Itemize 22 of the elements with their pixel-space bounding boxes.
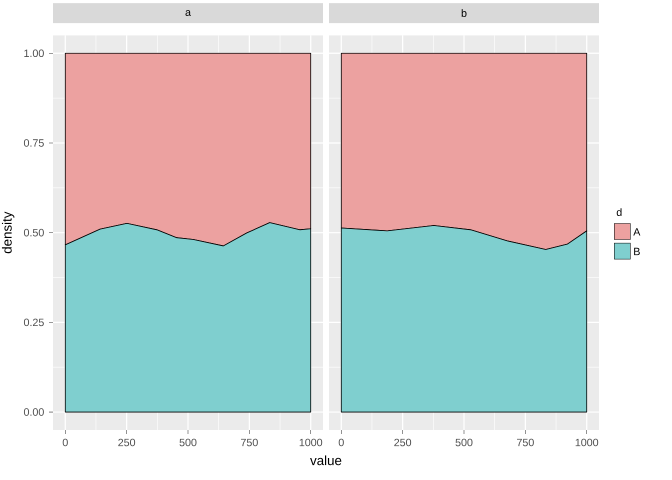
x-tick-label: 500	[456, 438, 472, 446]
legend-label: B	[634, 248, 640, 256]
y-tick-label: 0.25	[24, 318, 44, 326]
y-tick-label: 1.00	[24, 50, 44, 58]
x-tick-label: 500	[180, 438, 196, 446]
x-tick-label: 250	[394, 438, 412, 446]
legend-label: A	[633, 228, 640, 236]
x-tick-label: 0	[338, 438, 344, 446]
chart-title: b	[462, 9, 467, 17]
x-tick-label: 0	[62, 438, 68, 446]
legend-title: d	[616, 208, 622, 216]
chart-title: a	[185, 10, 191, 16]
x-tick-label: 1000	[576, 438, 598, 446]
x-tick-label: 1000	[300, 438, 322, 446]
y-axis-title: density	[2, 212, 14, 254]
y-tick-label: 0.50	[24, 228, 44, 236]
y-tick-label: 0.00	[24, 408, 44, 416]
x-tick-label: 750	[517, 438, 534, 446]
x-axis-title: value	[310, 455, 342, 466]
y-tick-label: 0.75	[24, 139, 44, 147]
x-tick-label: 750	[241, 438, 258, 446]
x-tick-label: 250	[118, 438, 136, 446]
